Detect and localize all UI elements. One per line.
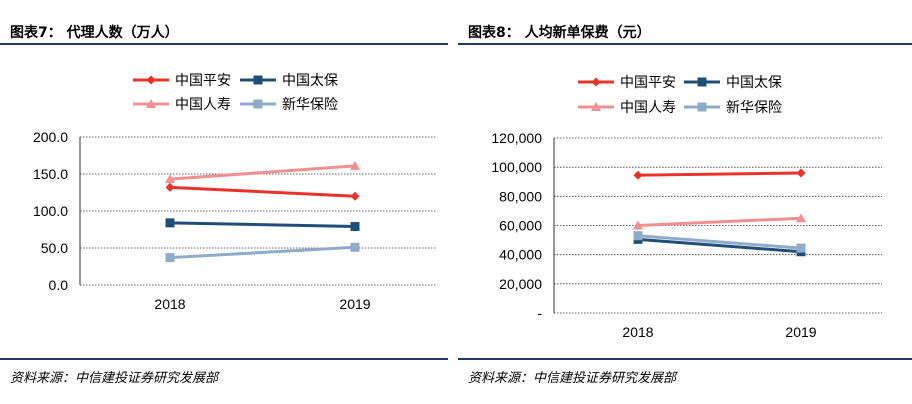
- series-line: [169, 245, 356, 260]
- chart-panel-premium: 图表8： 人均新单保费（元） 120,000 100,000 80,000 60,00…: [458, 0, 912, 404]
- data-point: [633, 220, 643, 230]
- data-point: [165, 182, 175, 192]
- series-line: [637, 237, 802, 254]
- y-tick-label: 50.0: [41, 240, 68, 256]
- chart-title: 图表8： 人均新单保费（元）: [468, 25, 651, 41]
- title-rule: [0, 43, 448, 45]
- data-point: [796, 168, 806, 178]
- chart-source: 资料来源：中信建投证券研究发展部: [10, 371, 219, 386]
- y-tick-label: 100,000: [491, 159, 542, 175]
- legend-label: 中国太保: [282, 72, 338, 88]
- data-point: [165, 174, 175, 184]
- series-line: [637, 171, 802, 177]
- legend-label: 新华保险: [726, 99, 782, 115]
- y-tick-label: 200.0: [33, 129, 68, 145]
- series-line: [169, 221, 356, 229]
- x-tick-label: 2019: [785, 324, 816, 340]
- x-tick-label: 2018: [622, 324, 653, 340]
- legend-marker: [253, 99, 263, 109]
- data-point: [165, 218, 175, 228]
- data-point: [633, 231, 643, 241]
- legend-label: 中国人寿: [620, 99, 676, 115]
- legend-label: 中国太保: [726, 74, 782, 90]
- data-point: [350, 160, 360, 170]
- series-line: [637, 234, 802, 250]
- legend-label: 中国平安: [175, 72, 231, 88]
- chart-panel-agents: 图表7： 代理人数（万人） 200.0 150.0 100.0 50.0 0.0 2018…: [0, 0, 448, 404]
- y-tick-label: 150.0: [33, 166, 68, 182]
- legend-marker: [146, 75, 156, 85]
- legend-marker: [253, 75, 263, 85]
- y-tick-label: 20,000: [499, 276, 542, 292]
- data-point: [796, 243, 806, 253]
- legend-marker: [591, 77, 601, 87]
- y-tick-label: 40,000: [499, 247, 542, 263]
- legend-marker: [146, 99, 156, 108]
- series-line: [637, 216, 802, 227]
- legend-marker: [591, 102, 601, 111]
- source-rule: [458, 358, 912, 360]
- x-tick-label: 2019: [339, 296, 370, 312]
- legend-marker: [697, 77, 707, 87]
- source-rule: [0, 358, 448, 360]
- legend-label: 新华保险: [282, 96, 338, 112]
- x-tick-label: 2018: [154, 296, 185, 312]
- y-tick-label: 0.0: [49, 277, 69, 293]
- chart-svg-agents: 200.0 150.0 100.0 50.0 0.0 2018 2019 中国平安 中国太保中国…: [33, 72, 436, 312]
- y-tick-label: 60,000: [499, 218, 542, 234]
- y-tick-label: 100.0: [33, 203, 68, 219]
- chart-source: 资料来源：中信建投证券研究发展部: [468, 371, 677, 386]
- chart-svg-premium: 120,000 100,000 80,000 60,000 40,000 20,000 - 2…: [491, 74, 882, 340]
- data-point: [796, 213, 806, 223]
- data-point: [165, 253, 175, 263]
- series-line: [169, 185, 356, 198]
- y-tick-label: 80,000: [499, 188, 542, 204]
- legend-label: 中国人寿: [175, 96, 231, 112]
- data-point: [350, 242, 360, 252]
- title-rule: [458, 43, 912, 45]
- y-tick-label: 120,000: [491, 130, 542, 146]
- data-point: [350, 191, 360, 201]
- legend-marker: [697, 102, 707, 112]
- legend-label: 中国平安: [620, 74, 676, 90]
- chart-title: 图表7： 代理人数（万人）: [10, 25, 179, 41]
- data-point: [633, 170, 643, 180]
- y-tick-label: -: [537, 305, 542, 321]
- data-point: [350, 222, 360, 232]
- series-line: [169, 164, 356, 181]
